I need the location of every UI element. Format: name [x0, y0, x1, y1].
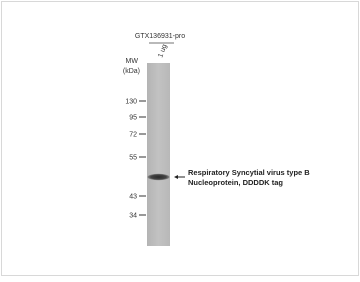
- annotation-line: Nucleoprotein, DDDDK tag: [188, 178, 283, 187]
- page: GTX136931-pro 1 ug MW (kDa) 130957255433…: [0, 0, 360, 277]
- marker-label: 130: [125, 99, 137, 106]
- marker-label: 72: [129, 132, 137, 139]
- antibody-label: GTX136931-pro: [135, 33, 185, 40]
- blot-lane: [147, 63, 170, 246]
- marker-label: 43: [129, 194, 137, 201]
- annotation-line: Respiratory Syncytial virus type B: [188, 168, 310, 177]
- frame: [2, 2, 359, 276]
- figure: GTX136931-pro 1 ug MW (kDa) 130957255433…: [0, 0, 360, 277]
- mw-title: MW: [126, 58, 139, 65]
- blot-band: [148, 174, 170, 180]
- marker-label: 34: [129, 213, 137, 220]
- marker-label: 55: [129, 155, 137, 162]
- mw-unit: (kDa): [123, 68, 140, 75]
- marker-label: 95: [129, 115, 137, 122]
